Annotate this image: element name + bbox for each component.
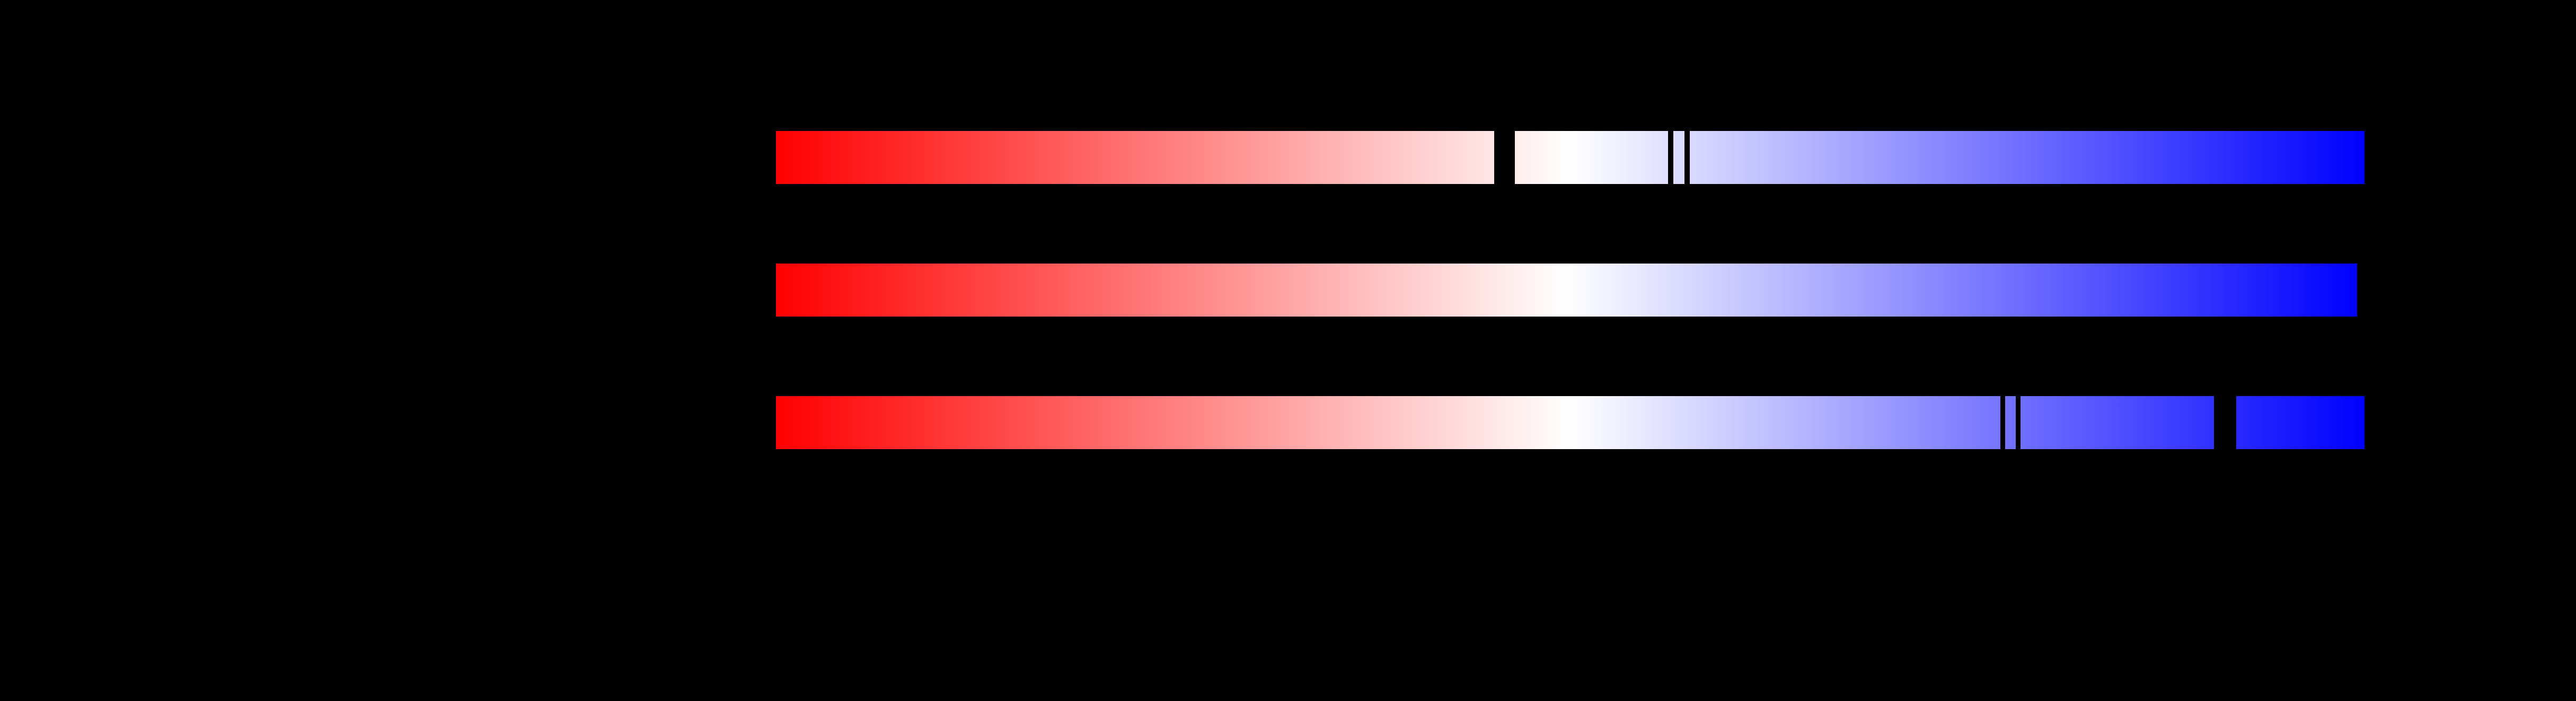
segment-gap-marker: [1494, 131, 1515, 184]
segment-boundary-marker: [1668, 131, 1673, 184]
segment-gap-marker: [2214, 396, 2236, 449]
segment-boundary-marker: [2000, 396, 2005, 449]
gradient-bar-2: [776, 264, 2357, 317]
gradient-bar-1: [776, 131, 2365, 184]
segment-boundary-marker: [2016, 396, 2021, 449]
gradient-bar-3: [776, 396, 2365, 449]
segment-boundary-marker: [1684, 131, 1690, 184]
